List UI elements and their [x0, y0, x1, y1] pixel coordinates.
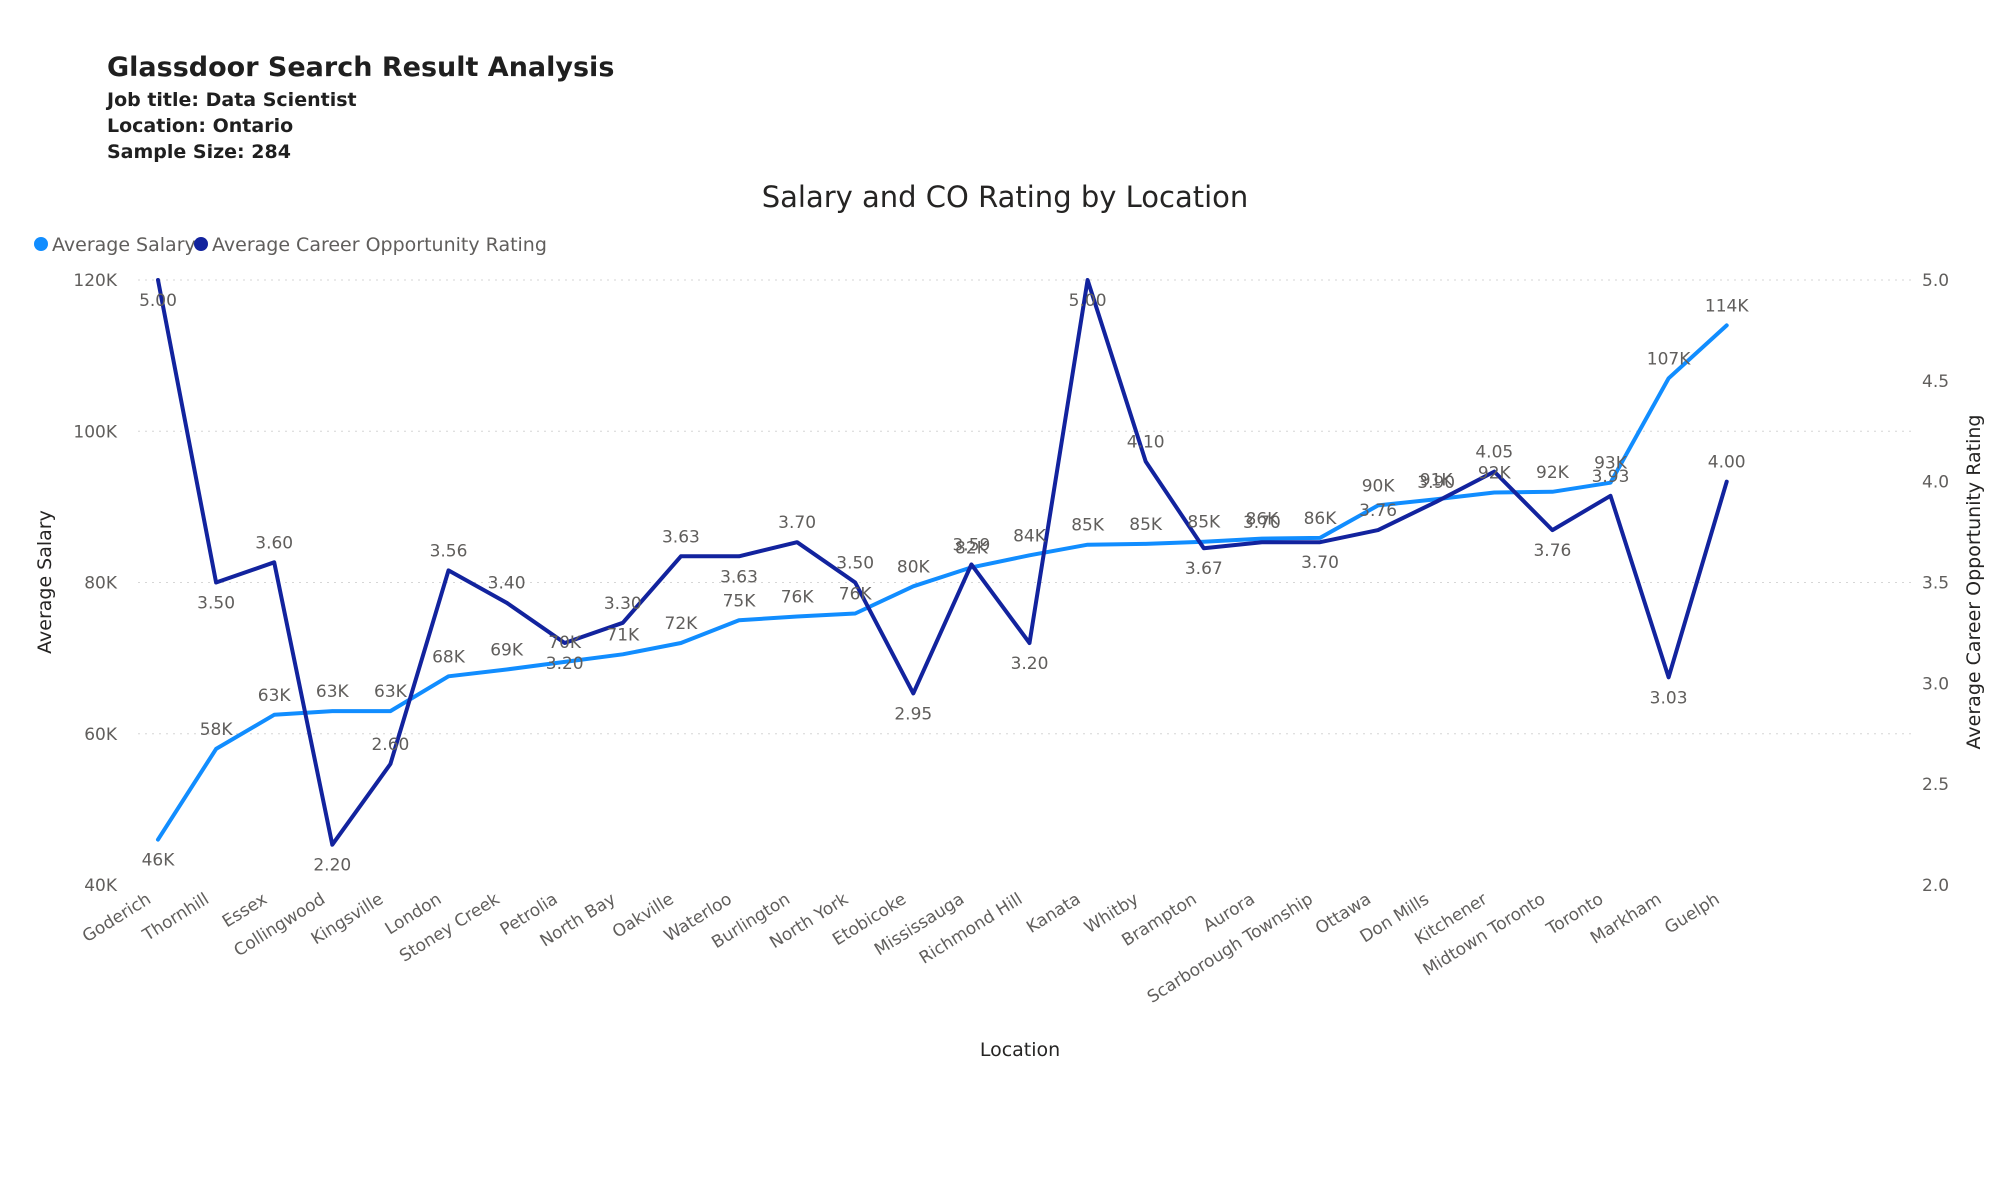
rating-data-label: 3.59 — [952, 535, 990, 555]
y2-tick-label: 5.0 — [1922, 271, 1949, 291]
y2-tick-label: 3.5 — [1922, 574, 1949, 594]
rating-data-label: 3.76 — [1533, 541, 1571, 561]
legend-marker-rating — [194, 237, 208, 251]
rating-data-label: 3.67 — [1185, 559, 1223, 579]
report-title: Glassdoor Search Result Analysis — [107, 52, 615, 83]
salary-data-label: 82K — [955, 538, 989, 558]
location-text: Location: Ontario — [107, 115, 294, 137]
salary-data-label: 63K — [316, 682, 350, 702]
salary-data-label: 63K — [258, 686, 292, 706]
series-lines — [156, 278, 1729, 847]
rating-data-label: 3.63 — [662, 527, 700, 547]
rating-data-label: 2.95 — [894, 704, 932, 724]
salary-data-label: 93K — [1594, 454, 1628, 474]
salary-data-label: 86K — [1304, 509, 1338, 529]
rating-data-label: 2.20 — [313, 856, 351, 876]
x-tick-label: Thornhill — [139, 889, 213, 946]
chart-title: Salary and CO Rating by Location — [762, 180, 1249, 214]
salary-data-label: 80K — [897, 557, 931, 577]
x-tick-label: Kanata — [1023, 889, 1084, 938]
y-tick-label: 100K — [73, 422, 117, 442]
salary-data-label: 70K — [548, 633, 582, 653]
y-axis-right-title: Average Career Opportunity Rating — [1963, 415, 1985, 750]
salary-data-label: 85K — [1071, 516, 1105, 536]
x-tick-label: Goderich — [79, 889, 155, 947]
rating-data-label: 3.70 — [1301, 553, 1339, 573]
y-tick-label: 40K — [84, 876, 118, 896]
y2-tick-label: 2.0 — [1922, 876, 1949, 896]
salary-data-label: 58K — [200, 720, 234, 740]
rating-data-label: 3.70 — [1243, 513, 1281, 533]
y-axis-right-ticks: 2.0 2.5 3.0 3.5 4.0 4.5 5.0 — [1922, 271, 1949, 896]
salary-data-label: 63K — [374, 682, 408, 702]
rating-data-label: 3.50 — [836, 554, 874, 574]
legend-label-salary[interactable]: Average Salary — [52, 234, 196, 256]
y-axis-left-title: Average Salary — [34, 510, 56, 654]
rating-data-label: 3.70 — [778, 513, 816, 533]
salary-data-label: 75K — [723, 591, 757, 611]
y-tick-label: 120K — [73, 271, 117, 291]
y-tick-label: 60K — [84, 725, 118, 745]
sample-size-text: Sample Size: 284 — [107, 141, 291, 163]
y2-tick-label: 3.0 — [1922, 674, 1949, 694]
rating-data-label: 3.90 — [1417, 473, 1455, 493]
y2-tick-label: 4.0 — [1922, 473, 1949, 493]
rating-data-label: 3.30 — [604, 594, 642, 614]
salary-data-label: 72K — [665, 614, 699, 634]
x-tick-label: Guelph — [1661, 889, 1723, 938]
salary-data-label: 76K — [839, 585, 873, 605]
rating-data-label: 3.76 — [1359, 501, 1397, 521]
rating-series-line[interactable] — [156, 278, 1729, 847]
rating-data-label: 3.03 — [1650, 688, 1688, 708]
salary-data-label: 85K — [1187, 513, 1221, 533]
rating-data-label: 3.56 — [430, 541, 468, 561]
y2-tick-label: 2.5 — [1922, 775, 1949, 795]
salary-data-label: 90K — [1362, 476, 1396, 496]
salary-data-label: 68K — [432, 647, 466, 667]
rating-data-label: 3.40 — [488, 574, 526, 594]
salary-data-label: 92K — [1478, 464, 1512, 484]
salary-data-label: 46K — [142, 851, 176, 871]
y-axis-left-ticks: 40K 60K 80K 100K 120K — [73, 271, 117, 896]
rating-data-label: 3.20 — [546, 654, 584, 674]
salary-data-label: 69K — [490, 640, 524, 660]
salary-data-label: 114K — [1705, 296, 1749, 316]
job-title-text: Job title: Data Scientist — [107, 89, 357, 111]
rating-data-label: 5.00 — [1069, 291, 1107, 311]
gridlines — [138, 279, 1912, 735]
rating-data-label: 4.10 — [1127, 433, 1165, 453]
report-header: Glassdoor Search Result Analysis Job tit… — [107, 52, 614, 165]
legend-marker-salary — [34, 237, 48, 251]
rating-data-label: 4.00 — [1708, 453, 1746, 473]
salary-data-label: 91K — [1420, 470, 1454, 490]
salary-series-line[interactable] — [156, 323, 1729, 842]
rating-data-label: 3.93 — [1592, 467, 1630, 487]
legend-label-rating[interactable]: Average Career Opportunity Rating — [212, 234, 547, 256]
legend: Average Salary Average Career Opportunit… — [34, 234, 547, 256]
rating-data-label: 4.05 — [1475, 443, 1513, 463]
rating-data-label: 3.20 — [1011, 654, 1049, 674]
salary-data-label: 71K — [606, 625, 640, 645]
salary-data-label: 92K — [1536, 463, 1570, 483]
rating-data-label: 5.00 — [139, 291, 177, 311]
salary-data-label: 107K — [1647, 349, 1691, 369]
salary-data-label: 84K — [1013, 526, 1047, 546]
y-tick-label: 80K — [84, 574, 118, 594]
rating-data-label: 3.63 — [720, 567, 758, 587]
salary-data-label: 85K — [1129, 515, 1163, 535]
rating-data-label: 3.50 — [197, 594, 235, 614]
x-tick-label: Richmond Hill — [916, 889, 1026, 968]
salary-data-label: 86K — [1246, 510, 1280, 530]
rating-data-label: 3.60 — [255, 533, 293, 553]
data-labels: 46K 58K 63K 63K 63K 68K 69K 70K 71K 72K 75K 76K 76K 8… — [139, 291, 1749, 876]
x-tick-label: Stoney Creek — [396, 889, 503, 966]
salary-data-label: 76K — [781, 588, 815, 608]
x-axis-title: Location — [980, 1039, 1060, 1061]
y2-tick-label: 4.5 — [1922, 372, 1949, 392]
rating-data-label: 2.60 — [371, 735, 409, 755]
